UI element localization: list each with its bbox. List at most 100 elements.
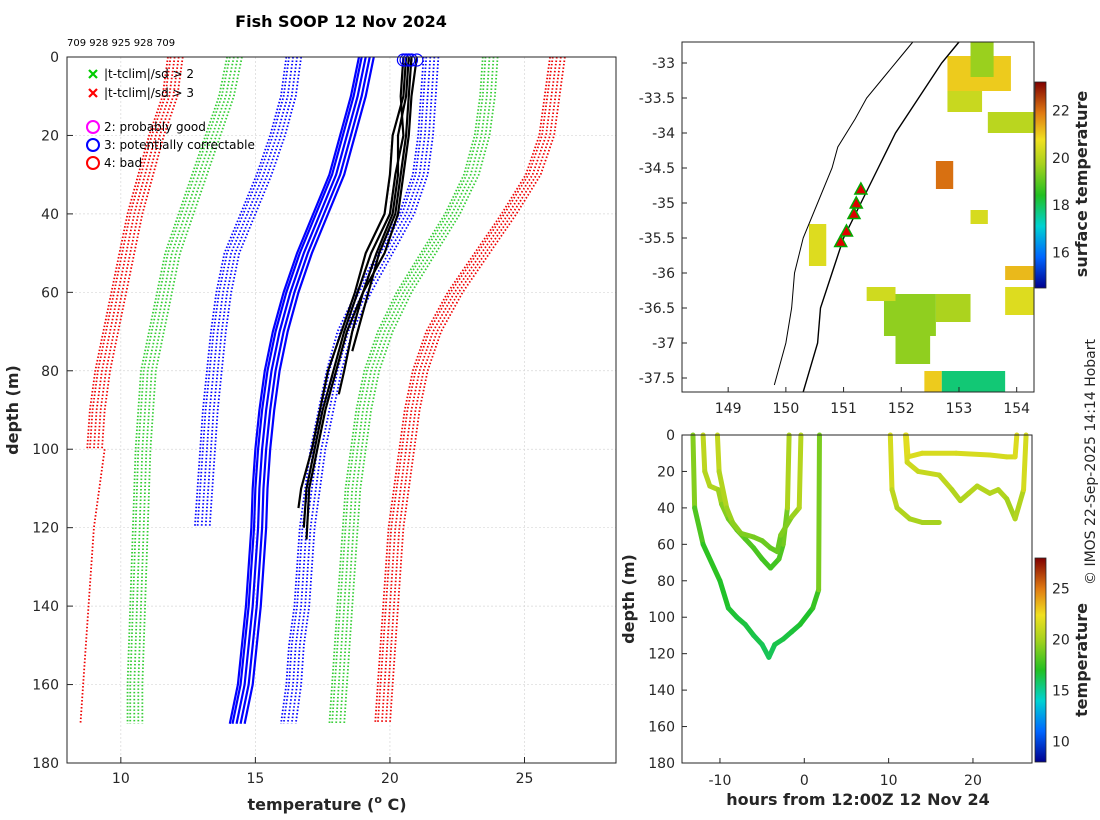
profile-ytick-label: 20 (41, 128, 59, 144)
drop-location-marker (853, 181, 869, 195)
profile-xtick-label: 10 (112, 771, 130, 787)
depth-time-segment (716, 468, 730, 511)
map-ticks: 149 150 151 152 153 154 -33 -33.5 -34 -34.5 -35 -35… (639, 56, 1030, 417)
sst-patch (947, 91, 983, 112)
profile-ytick-label: 100 (32, 442, 59, 458)
sst-patch (924, 371, 942, 392)
map-ytick-label: -35.5 (639, 231, 675, 247)
depth-time-xtick-label: 10 (880, 773, 898, 789)
climatology-line (389, 56, 566, 724)
legend-circle-marker (86, 120, 100, 134)
depth-time-segment (810, 587, 822, 611)
climatology-line (228, 56, 361, 724)
climatology-line (335, 56, 491, 724)
climatology-line (290, 56, 436, 724)
depth-time-ytick-label: 0 (666, 428, 675, 444)
sst-colorbar-label: surface temperature (1072, 91, 1091, 278)
depth-time-segment (776, 541, 786, 562)
observed-profile-line (302, 56, 405, 528)
depth-time-plot: -10 0 10 20 0 20 40 60 80 100 120 140 160 180 hours f… (619, 428, 1091, 809)
climatology-line (385, 56, 562, 724)
temperature-colorbar-tick-label: 15 (1052, 684, 1070, 700)
depth-time-segment (887, 432, 895, 493)
temperature-colorbar-tick-label: 20 (1052, 633, 1070, 649)
depth-time-xtick-label: 0 (800, 773, 809, 789)
depth-time-xtick-label: 20 (964, 773, 982, 789)
map-xtick-label: 153 (946, 401, 973, 417)
sst-patch (970, 210, 988, 224)
depth-time-segment (987, 452, 1010, 460)
profile-plot-frame (66, 56, 617, 764)
profile-ytick-label: 80 (41, 364, 59, 380)
drop-location-marker (849, 195, 864, 209)
legend-label: 4: bad (104, 156, 142, 170)
depth-time-ylabel: depth (m) (619, 554, 638, 644)
temperature-colorbar-tick-label: 25 (1052, 582, 1070, 598)
depth-time-ytick-label: 160 (648, 720, 675, 736)
sst-map: 149 150 151 152 153 154 -33 -33.5 -34 -34.5 -35 -35… (639, 41, 1091, 417)
climatology-line (231, 56, 363, 724)
profile-xtick-label: 15 (246, 771, 264, 787)
map-ytick-label: -34 (652, 126, 675, 142)
profile-ytick-label: 160 (32, 678, 59, 694)
profile-ytick-label: 140 (32, 599, 59, 615)
depth-time-ytick-label: 100 (648, 610, 675, 626)
depth-time-segment (724, 505, 736, 525)
observed-profiles (297, 53, 424, 540)
map-ytick-label: -36 (652, 266, 675, 282)
climatology-line (137, 56, 239, 724)
climatology-line (133, 56, 235, 724)
drop-location-marker (833, 233, 848, 248)
depth-time-segment (915, 468, 942, 478)
climatology-line (93, 56, 176, 450)
profile-ytick-label: 60 (41, 285, 59, 301)
map-frame (681, 41, 1035, 393)
sst-patch (895, 336, 931, 364)
profile-xlabel-sup: o (374, 793, 382, 806)
climatology-line (376, 56, 554, 724)
climatology-line (294, 56, 440, 724)
surface-marker (404, 53, 419, 67)
drop-locations (833, 181, 869, 248)
depth-time-xtick-label: -10 (709, 773, 732, 789)
observed-profile-line (297, 56, 408, 509)
climatology-line (280, 56, 425, 724)
depth-time-segment (953, 450, 993, 458)
sst-colorbar-tick-label: 20 (1052, 151, 1070, 167)
sst-patch (987, 112, 1034, 133)
depth-time-ytick-label: 60 (657, 537, 675, 553)
climatology-line (101, 56, 184, 450)
map-ytick-label: -33 (652, 56, 675, 72)
depth-time-ytick-label: 20 (657, 464, 675, 480)
profile-xlabel: temperature (o C) (247, 793, 406, 814)
legend-label: |t-tclim|/sd > 3 (104, 86, 194, 100)
figure-title: Fish SOOP 12 Nov 2024 (235, 12, 447, 31)
climatology-line (97, 56, 180, 450)
sst-patch (970, 42, 994, 77)
sst-patch (941, 371, 1006, 392)
climatology-line (129, 56, 231, 724)
depth-time-segment (796, 432, 804, 511)
depth-time-segment (700, 541, 723, 584)
depth-time-segment (1012, 432, 1020, 460)
observed-profile-line (351, 56, 413, 352)
climatology-line (239, 56, 371, 724)
legend-x-marker (88, 88, 98, 98)
temperature-colorbar-label: temperature (1072, 603, 1091, 717)
legend-label: 3: potentially correctable (104, 138, 255, 152)
map-xtick-label: 150 (773, 401, 800, 417)
map-ytick-label: -37.5 (639, 371, 675, 387)
temperature-colorbar-ticks: 10 15 20 25 (1052, 582, 1070, 751)
depth-time-segment (690, 432, 698, 511)
legend-label: |t-tclim|/sd > 2 (104, 67, 194, 81)
climatology-line (286, 56, 432, 724)
sst-patch (866, 287, 896, 301)
sst-colorbar-ticks: 16 18 20 22 (1052, 103, 1070, 261)
depth-time-ytick-label: 80 (657, 574, 675, 590)
depth-time-tracks (690, 432, 1029, 660)
depth-time-ytick-label: 40 (657, 501, 675, 517)
depth-time-segment (774, 532, 784, 555)
legend-x-marker (88, 69, 98, 79)
legend-label: 2: probably good (104, 120, 206, 134)
